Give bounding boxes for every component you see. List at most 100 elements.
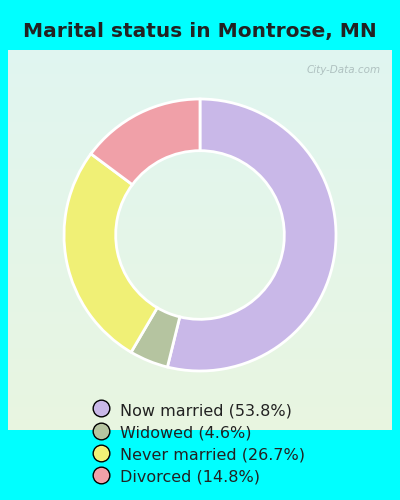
Bar — [8, 60, 392, 62]
Bar — [8, 314, 392, 316]
Bar — [8, 292, 392, 293]
Bar — [8, 330, 392, 331]
Bar — [8, 216, 392, 217]
Bar — [8, 121, 392, 122]
Bar — [8, 260, 392, 262]
Bar — [8, 207, 392, 208]
Bar — [8, 248, 392, 249]
Bar — [8, 408, 392, 410]
Bar — [8, 246, 392, 248]
Bar — [8, 294, 392, 296]
Bar — [8, 224, 392, 225]
Bar — [8, 244, 392, 245]
Bar — [8, 373, 392, 374]
Bar — [8, 124, 392, 126]
Bar — [8, 302, 392, 304]
Bar — [8, 180, 392, 182]
Bar — [8, 168, 392, 169]
Bar — [8, 266, 392, 268]
Bar — [8, 250, 392, 252]
Bar — [8, 179, 392, 180]
Bar — [8, 421, 392, 422]
Bar — [8, 234, 392, 235]
Bar — [8, 310, 392, 311]
Bar — [8, 83, 392, 84]
Bar — [8, 212, 392, 214]
Bar — [8, 162, 392, 164]
Bar — [8, 296, 392, 297]
Bar — [8, 218, 392, 220]
Bar — [8, 130, 392, 131]
Legend: Now married (53.8%), Widowed (4.6%), Never married (26.7%), Divorced (14.8%): Now married (53.8%), Widowed (4.6%), Nev… — [90, 397, 310, 490]
Bar — [8, 272, 392, 273]
Bar — [8, 411, 392, 412]
Bar — [8, 160, 392, 162]
Bar — [8, 322, 392, 324]
Bar — [8, 339, 392, 340]
Bar — [8, 392, 392, 394]
Bar — [8, 198, 392, 200]
Bar — [8, 259, 392, 260]
Text: Marital status in Montrose, MN: Marital status in Montrose, MN — [23, 22, 377, 42]
Bar — [8, 304, 392, 306]
Bar — [8, 108, 392, 110]
Bar — [8, 412, 392, 414]
Bar — [8, 52, 392, 54]
Bar — [8, 262, 392, 263]
Bar — [8, 325, 392, 326]
Bar — [8, 264, 392, 266]
Bar — [8, 254, 392, 255]
Bar — [8, 200, 392, 202]
Wedge shape — [167, 99, 336, 371]
Bar — [8, 210, 392, 211]
Bar — [8, 387, 392, 388]
Bar — [8, 402, 392, 404]
Bar — [8, 258, 392, 259]
Bar — [8, 98, 392, 100]
Bar — [8, 386, 392, 387]
Bar — [8, 345, 392, 346]
Bar — [8, 106, 392, 107]
Bar — [8, 190, 392, 192]
Bar — [8, 300, 392, 301]
Bar — [8, 220, 392, 221]
Bar — [8, 150, 392, 152]
Bar — [8, 159, 392, 160]
Bar — [8, 73, 392, 74]
Bar — [8, 270, 392, 272]
Bar — [8, 204, 392, 206]
Bar — [8, 76, 392, 78]
Bar — [8, 288, 392, 290]
Bar — [8, 118, 392, 120]
Bar — [8, 178, 392, 179]
Bar — [8, 135, 392, 136]
Bar — [8, 132, 392, 134]
Bar — [8, 166, 392, 168]
Bar — [8, 214, 392, 216]
Bar — [8, 384, 392, 386]
Bar — [8, 144, 392, 145]
Bar — [8, 131, 392, 132]
Bar — [8, 348, 392, 349]
Bar — [8, 344, 392, 345]
Bar — [8, 170, 392, 172]
Bar — [8, 236, 392, 238]
Bar — [8, 255, 392, 256]
Bar — [8, 62, 392, 64]
Bar — [8, 142, 392, 144]
Bar — [8, 184, 392, 186]
Bar — [8, 120, 392, 121]
Bar — [8, 338, 392, 339]
Bar — [8, 228, 392, 230]
Bar — [8, 426, 392, 428]
Bar — [8, 134, 392, 135]
Bar — [8, 377, 392, 378]
Bar — [8, 356, 392, 358]
Bar — [8, 59, 392, 60]
Bar — [8, 308, 392, 310]
Bar — [8, 152, 392, 154]
Bar — [8, 208, 392, 210]
Bar — [8, 88, 392, 90]
Bar — [8, 273, 392, 274]
Bar — [8, 50, 392, 51]
